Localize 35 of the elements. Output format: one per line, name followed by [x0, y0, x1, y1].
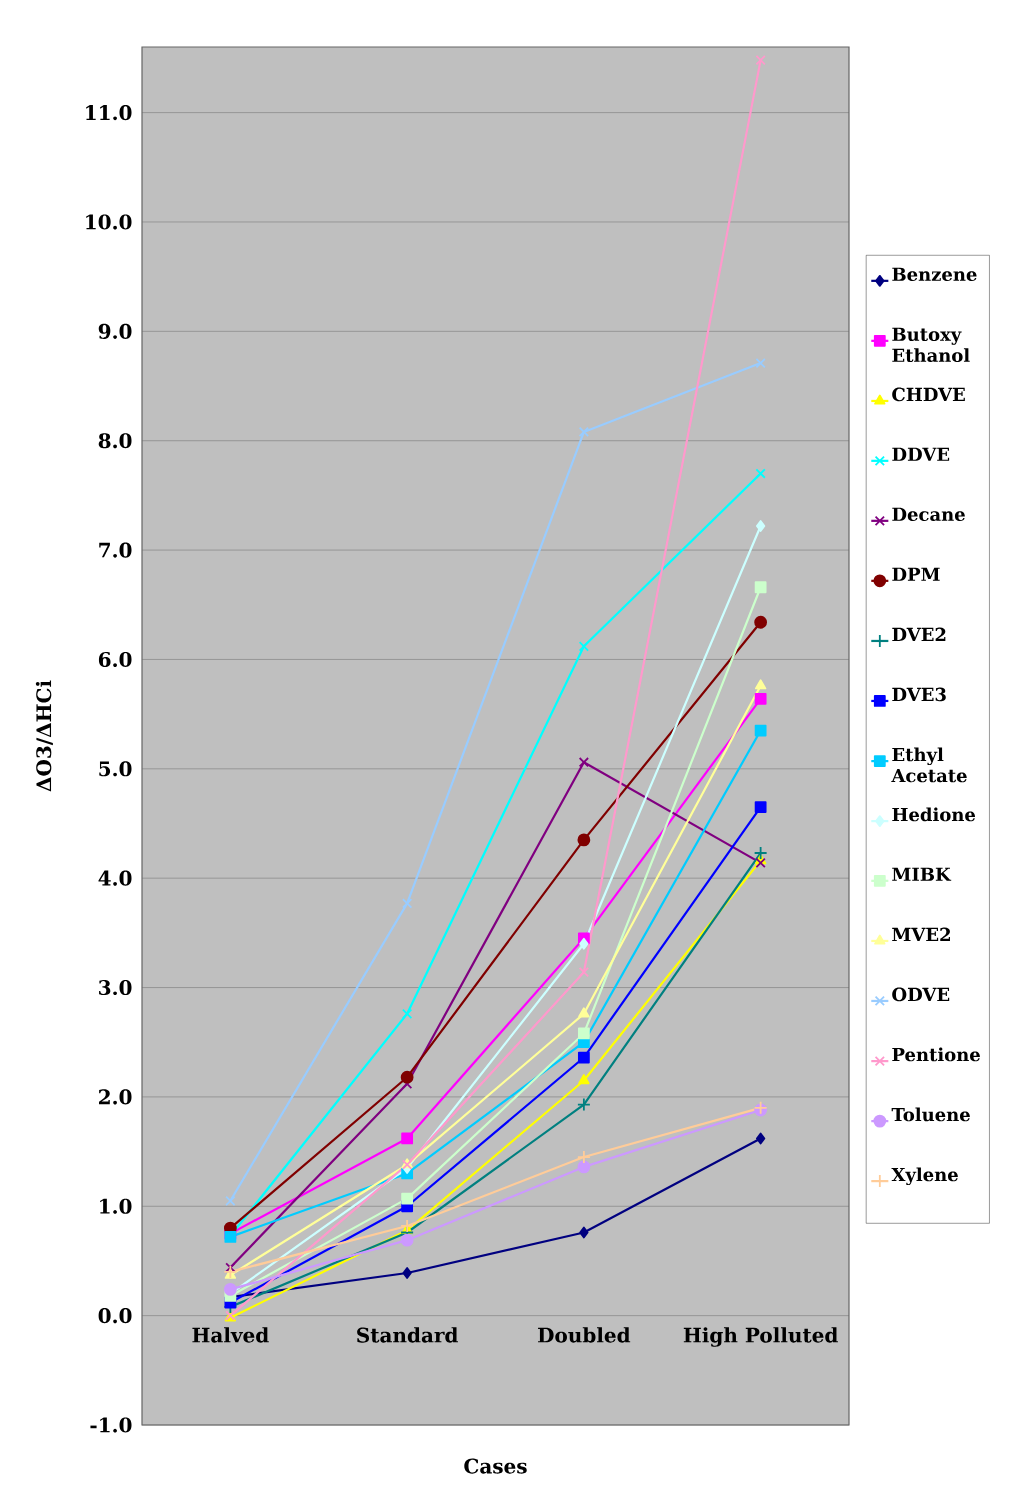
legend-label: CHDVE: [892, 387, 965, 402]
x-tick-label: Doubled: [538, 1327, 631, 1343]
legend-label: Xylene: [891, 1167, 958, 1186]
y-tick-label: 9.0: [98, 323, 132, 339]
legend-label: MVE2: [892, 927, 950, 941]
legend-label: ODVE: [892, 987, 950, 1002]
y-tick-label: 8.0: [98, 433, 132, 449]
x-tick-label: Standard: [357, 1327, 458, 1343]
y-tick-label: 3.0: [99, 979, 132, 996]
legend-label: Hedione: [892, 807, 976, 822]
y-tick-label: 6.0: [98, 651, 132, 667]
x-axis-title: Cases: [464, 1458, 527, 1474]
y-tick-label: 1.0: [100, 1198, 132, 1214]
y-tick-label: 11.0: [86, 105, 132, 121]
x-tick-label: Halved: [192, 1327, 269, 1343]
y-tick-label: 0.0: [98, 1308, 132, 1324]
legend-label: Butoxy Ethanol: [892, 327, 970, 363]
y-tick-label: 4.0: [98, 870, 132, 886]
legend-label: Toluene: [891, 1107, 970, 1122]
y-tick-label: -1.0: [90, 1417, 132, 1433]
y-tick-label: 5.0: [99, 761, 132, 777]
legend-label: Decane: [892, 507, 965, 522]
legend-label: MIBK: [892, 867, 952, 881]
legend-label: DDVE: [892, 447, 950, 461]
y-axis-title: ΔO3/ΔHCi: [35, 680, 53, 792]
y-tick-label: 7.0: [99, 542, 132, 558]
legend-label: DVE2: [892, 627, 946, 641]
x-tick-label: High Polluted: [683, 1327, 838, 1347]
legend-label: DPM: [892, 567, 940, 581]
y-tick-label: 2.0: [99, 1089, 132, 1105]
y-tick-label: 10.0: [86, 214, 132, 230]
legend-label: Benzene: [892, 267, 977, 282]
legend-label: DVE3: [892, 687, 946, 702]
legend-label: Ethyl Acetate: [891, 747, 967, 783]
legend-label: Pentione: [892, 1047, 980, 1062]
